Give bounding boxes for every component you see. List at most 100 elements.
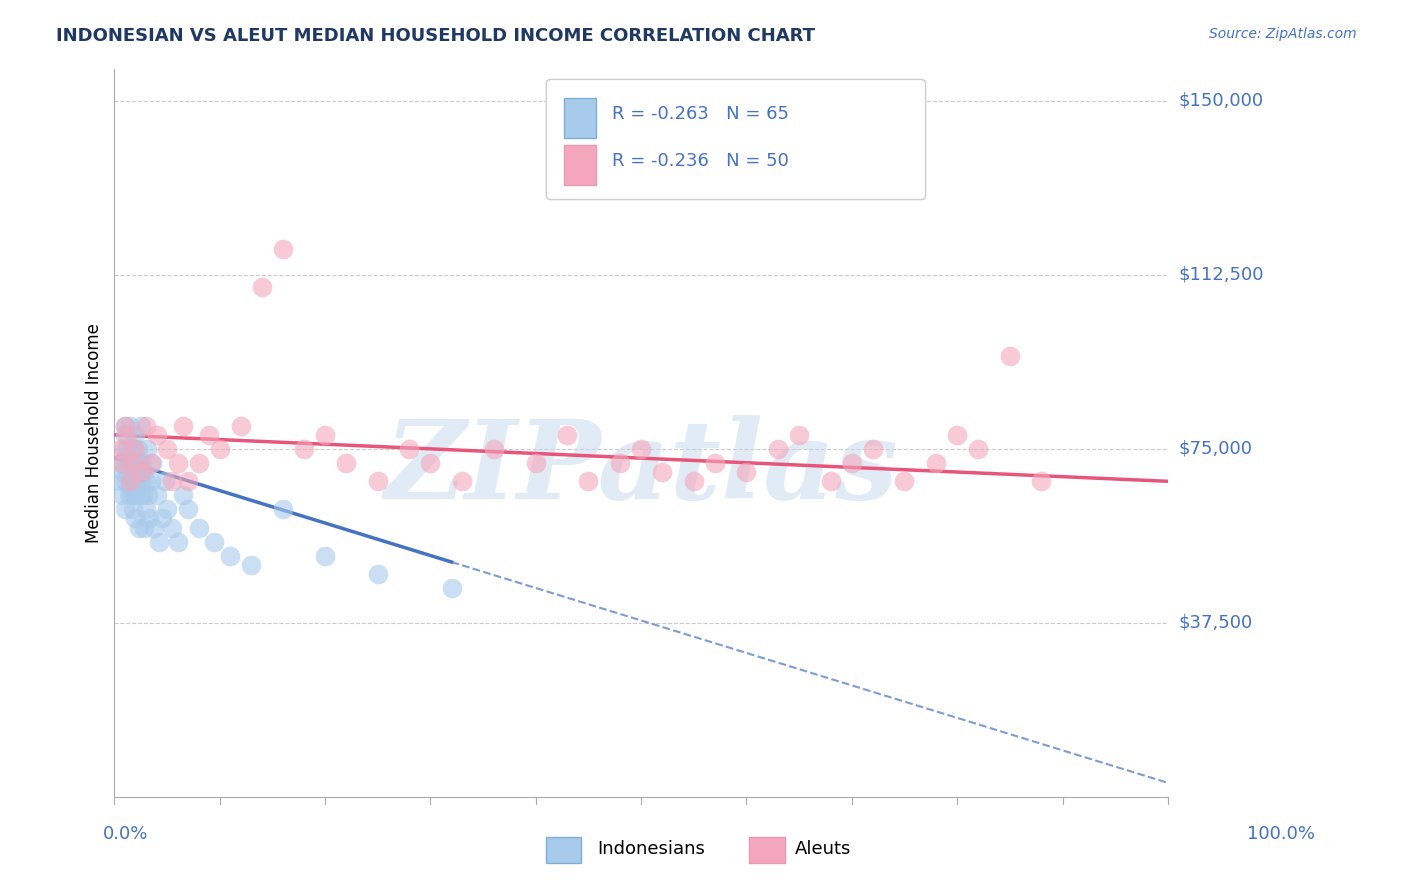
Y-axis label: Median Household Income: Median Household Income [86,323,103,542]
Point [177,502,200,516]
Point [112,442,135,456]
Point [129,465,152,479]
Point [124,511,146,525]
Point [314,428,336,442]
Point [124,488,146,502]
Point [630,442,652,456]
Text: R = -0.236   N = 50: R = -0.236 N = 50 [612,152,789,170]
Point [111,456,134,470]
Point [121,488,143,502]
Text: 100.0%: 100.0% [1247,825,1315,843]
Point [208,442,231,456]
Point [162,475,184,489]
Point [156,502,179,516]
Point [120,442,142,456]
Point [145,488,167,502]
Point [122,475,145,489]
Point [120,475,142,489]
Point [240,558,263,572]
Point [114,418,136,433]
Point [925,456,948,470]
Point [198,428,221,442]
Point [735,465,758,479]
Point [111,465,134,479]
Point [271,243,294,257]
Point [250,279,273,293]
Point [187,456,209,470]
Point [271,502,294,516]
Point [120,475,142,489]
Point [841,456,863,470]
Point [292,442,315,456]
Text: $112,500: $112,500 [1180,266,1264,284]
Bar [564,97,596,137]
Point [820,475,842,489]
Point [229,418,252,433]
Point [651,465,673,479]
Point [314,549,336,563]
Point [682,475,704,489]
Text: ZIPatlas: ZIPatlas [384,416,898,523]
Point [862,442,884,456]
Point [398,442,420,456]
Point [998,349,1021,363]
Point [117,465,139,479]
Point [120,479,142,493]
Point [108,475,131,489]
Text: 0.0%: 0.0% [103,825,148,843]
Point [204,534,226,549]
Point [1031,475,1053,489]
Point [609,456,631,470]
Point [766,442,789,456]
Point [141,456,163,470]
Point [124,442,146,456]
Point [150,511,173,525]
Point [132,465,155,479]
Point [114,475,136,489]
Point [141,475,163,489]
Text: Indonesians: Indonesians [598,840,706,858]
Point [122,502,145,516]
Point [124,442,146,456]
Point [127,442,149,456]
Point [124,428,146,442]
Point [114,428,136,442]
Text: $150,000: $150,000 [1180,92,1264,110]
Text: $75,000: $75,000 [1180,440,1253,458]
Point [172,418,194,433]
Point [125,456,148,470]
Point [114,502,136,516]
Point [128,488,150,502]
Point [967,442,990,456]
Point [132,488,155,502]
Point [141,456,163,470]
Text: Aleuts: Aleuts [794,840,851,858]
Point [135,475,157,489]
Point [335,456,357,470]
Point [131,456,153,470]
Bar [564,145,596,185]
Point [367,475,389,489]
Point [946,428,969,442]
Point [124,465,146,479]
Point [145,428,167,442]
Point [162,521,184,535]
Point [128,521,150,535]
Point [419,456,441,470]
Point [108,442,131,456]
Point [136,442,159,456]
Point [121,456,143,470]
FancyBboxPatch shape [547,79,925,200]
Point [703,456,725,470]
Point [114,418,136,433]
Point [187,521,209,535]
Point [136,488,159,502]
Point [482,442,505,456]
Point [111,488,134,502]
Point [115,428,138,442]
Point [451,475,474,489]
Point [440,581,463,595]
Text: Source: ZipAtlas.com: Source: ZipAtlas.com [1209,27,1357,41]
Point [177,475,200,489]
Point [138,511,160,525]
